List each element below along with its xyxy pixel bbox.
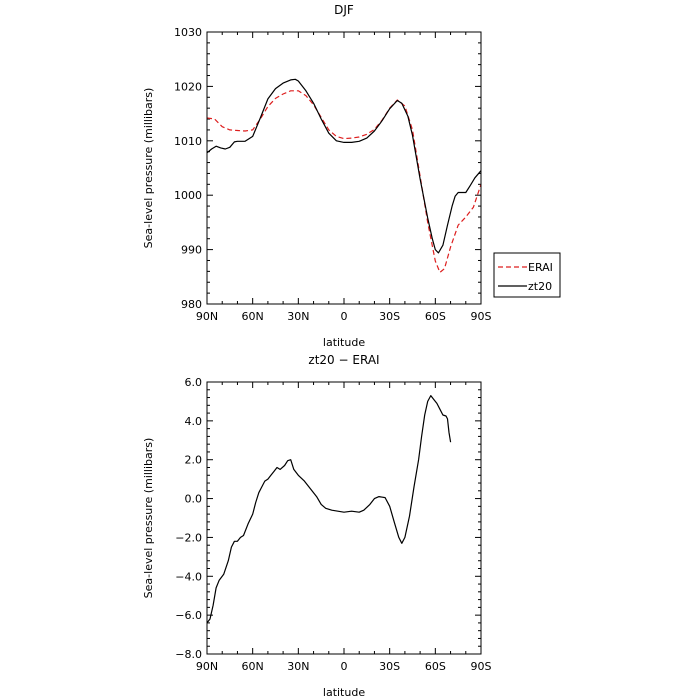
y-tick-label: 6.0 (185, 376, 203, 389)
y-tick-label: 990 (181, 244, 202, 257)
x-tick-label: 90N (196, 310, 218, 323)
x-axis-label: latitude (323, 336, 365, 349)
legend: ERAI zt20 (493, 252, 561, 298)
y-axis-label: Sea-level pressure (millibars) (142, 438, 155, 599)
series-line-zt20 (206, 78, 482, 254)
y-tick-label: −4.0 (175, 570, 202, 583)
x-tick-label: 90N (196, 660, 218, 673)
chart-title: zt20 − ERAI (308, 353, 379, 367)
plot-frame (206, 31, 482, 305)
x-tick-label: 60N (242, 310, 264, 323)
y-tick-label: 2.0 (185, 454, 203, 467)
x-tick-label: 0 (341, 310, 348, 323)
x-tick-label: 90S (471, 660, 492, 673)
y-tick-label: 1010 (174, 135, 202, 148)
y-tick-label: 4.0 (185, 415, 203, 428)
y-tick-label: −6.0 (175, 609, 202, 622)
y-tick-label: 1020 (174, 80, 202, 93)
chart-djf: DJF Sea-level pressure (millibars) latit… (142, 3, 561, 349)
x-axis-label: latitude (323, 686, 365, 699)
y-tick-label: 1030 (174, 26, 202, 39)
axis-ticks: 90N 60N 30N 0 30S 60S 90S −8.0 −6.0 −4.0 −2.0 0.0 2.… (175, 376, 491, 673)
plot-frame (206, 381, 482, 655)
y-tick-label: 0.0 (185, 493, 203, 506)
y-axis-label: Sea-level pressure (millibars) (142, 88, 155, 249)
x-tick-label: 30S (379, 660, 400, 673)
axis-ticks: 90N 60N 30N 0 30S 60S 90S 980 990 1000 1010 1020 103… (174, 26, 492, 323)
x-tick-label: 30N (287, 310, 309, 323)
legend-box (493, 252, 561, 298)
legend-label-erai: ERAI (528, 261, 553, 274)
series-lines (206, 395, 452, 624)
y-tick-label: −8.0 (175, 648, 202, 661)
y-tick-label: −2.0 (175, 531, 202, 544)
x-tick-label: 30N (287, 660, 309, 673)
chart-title: DJF (334, 3, 354, 17)
y-tick-label: 980 (181, 298, 202, 311)
x-tick-label: 30S (379, 310, 400, 323)
x-tick-label: 60S (425, 660, 446, 673)
x-tick-label: 0 (341, 660, 348, 673)
legend-label-zt20: zt20 (528, 280, 552, 293)
chart-difference: zt20 − ERAI Sea-level pressure (millibar… (142, 353, 492, 699)
series-line-erai (206, 90, 482, 273)
series-lines (206, 78, 482, 273)
y-tick-label: 1000 (174, 189, 202, 202)
x-tick-label: 90S (471, 310, 492, 323)
series-line-difference (206, 395, 452, 624)
x-tick-label: 60N (242, 660, 264, 673)
x-tick-label: 60S (425, 310, 446, 323)
